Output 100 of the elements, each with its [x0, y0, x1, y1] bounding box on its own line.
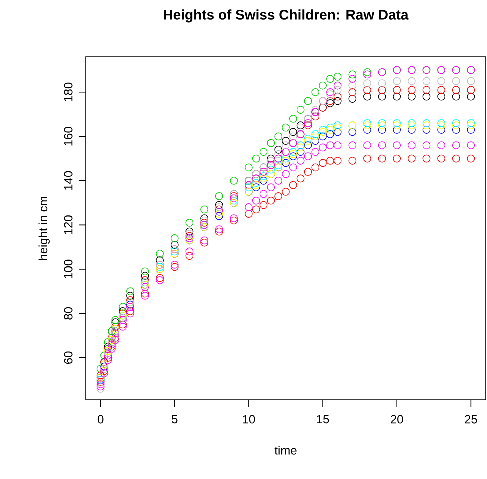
point	[296, 142, 305, 150]
point	[304, 137, 312, 146]
point	[215, 201, 224, 210]
point	[393, 122, 402, 130]
point	[452, 92, 460, 101]
point	[156, 250, 164, 258]
point	[393, 92, 402, 101]
y-tick-label: 80	[64, 307, 73, 320]
point	[119, 308, 127, 316]
point	[393, 77, 402, 86]
x-tick-label: 15	[317, 415, 330, 424]
point	[467, 122, 476, 130]
point	[348, 95, 357, 103]
point	[408, 119, 416, 128]
chart-title: Heights of Swiss Children: Raw Data	[164, 10, 409, 23]
point	[304, 134, 312, 143]
point	[274, 132, 283, 141]
y-tick-label: 180	[64, 82, 73, 102]
x-tick-label: 0	[98, 415, 104, 424]
point	[100, 352, 108, 360]
point	[326, 124, 334, 132]
point	[156, 256, 164, 265]
point	[467, 119, 476, 128]
point	[364, 80, 372, 88]
point	[119, 303, 127, 311]
x-tick-label: 20	[391, 415, 404, 424]
point	[156, 263, 164, 272]
point	[215, 192, 224, 200]
point	[104, 338, 112, 346]
point	[200, 206, 208, 214]
point	[378, 80, 386, 88]
point	[274, 161, 283, 170]
point	[112, 318, 120, 326]
point	[326, 90, 334, 99]
point	[364, 126, 372, 134]
point	[304, 142, 312, 150]
x-tick-label: 5	[172, 415, 178, 424]
point	[267, 139, 276, 148]
point	[112, 316, 120, 324]
point	[289, 152, 298, 161]
point	[245, 184, 253, 192]
point	[348, 82, 357, 90]
point	[326, 100, 334, 108]
point	[408, 77, 416, 86]
point	[260, 172, 268, 180]
point	[96, 365, 105, 373]
point	[296, 148, 305, 156]
point	[296, 106, 305, 114]
point	[289, 132, 298, 141]
point	[378, 126, 386, 134]
point	[422, 122, 431, 130]
y-tick-label: 120	[64, 216, 73, 234]
x-tick-label: 25	[465, 415, 478, 424]
point	[141, 272, 150, 280]
point	[452, 126, 460, 134]
point	[452, 119, 460, 128]
point	[282, 159, 290, 168]
point	[126, 292, 134, 300]
point	[378, 92, 386, 101]
point	[282, 124, 290, 132]
point	[408, 126, 416, 134]
x-tick-label: 10	[243, 415, 256, 424]
point	[186, 230, 194, 238]
point	[364, 68, 372, 76]
point	[282, 137, 290, 146]
point	[364, 119, 372, 128]
point	[422, 77, 431, 86]
point	[348, 128, 357, 136]
point	[252, 184, 260, 192]
point	[312, 132, 320, 141]
point	[267, 154, 276, 163]
point	[422, 119, 431, 128]
point	[334, 97, 342, 106]
point	[274, 146, 283, 154]
point	[104, 342, 112, 351]
point	[170, 248, 179, 256]
point	[319, 126, 327, 134]
point	[282, 157, 290, 165]
point	[200, 216, 208, 225]
point	[378, 119, 386, 128]
point	[438, 126, 446, 134]
point	[452, 122, 460, 130]
point	[467, 126, 476, 134]
point	[289, 128, 298, 136]
y-tick-label: 100	[64, 260, 73, 279]
point	[438, 77, 446, 86]
point	[141, 268, 150, 276]
y-tick-label: 160	[64, 127, 73, 146]
point	[467, 92, 476, 101]
point	[319, 82, 327, 90]
point	[334, 86, 342, 94]
point	[326, 75, 334, 84]
point	[170, 241, 179, 250]
point	[312, 130, 320, 138]
point	[312, 137, 320, 146]
point	[364, 122, 372, 130]
point	[215, 204, 224, 212]
point	[378, 122, 386, 130]
point	[348, 70, 357, 79]
point	[408, 92, 416, 101]
